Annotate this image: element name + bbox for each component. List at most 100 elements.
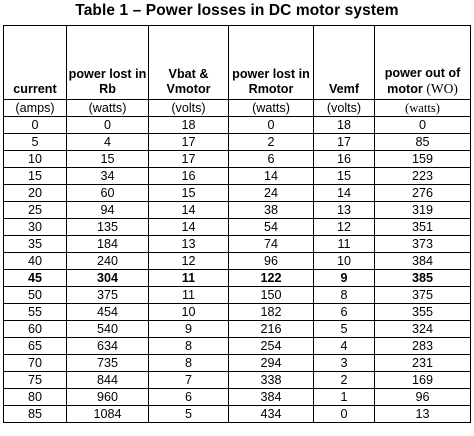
table-row: 10 15 17 6 16 159	[3, 150, 471, 168]
table-cell: 10	[3, 150, 67, 168]
table-cell: 85	[3, 405, 67, 423]
table-cell: 20	[3, 184, 67, 202]
table-cell: 15	[3, 167, 67, 185]
table-cell: 94	[66, 201, 149, 219]
column-header-power-lost-rmotor: power lost in Rmotor	[228, 25, 314, 100]
table-cell: 319	[374, 201, 471, 219]
table-cell: 223	[374, 167, 471, 185]
table-cell: 2	[228, 133, 314, 151]
table-cell: 324	[374, 320, 471, 338]
table-cell: 735	[66, 354, 149, 372]
column-header-power-out: power out of motor (WO)	[374, 25, 471, 100]
table-cell: 4	[66, 133, 149, 151]
table-row: 45 304 11 122 9 385	[3, 269, 471, 287]
table-row: 5 4 17 2 17 85	[3, 133, 471, 151]
header-row: current power lost in Rb Vbat & Vmotor p…	[3, 25, 471, 100]
table-cell: 0	[313, 405, 375, 423]
table-cell: 0	[374, 116, 471, 134]
table-cell: 9	[148, 320, 229, 338]
table-cell: 11	[148, 269, 229, 287]
table-cell: 0	[228, 116, 314, 134]
table-cell: 122	[228, 269, 314, 287]
table-cell: 373	[374, 235, 471, 253]
column-header-power-out-suffix: (WO)	[426, 81, 458, 96]
table-cell: 18	[313, 116, 375, 134]
table-cell: 240	[66, 252, 149, 270]
table-cell: 24	[228, 184, 314, 202]
table-cell: 384	[374, 252, 471, 270]
table-cell: 14	[148, 201, 229, 219]
table-cell: 13	[374, 405, 471, 423]
table-cell: 15	[66, 150, 149, 168]
table-cell: 17	[148, 133, 229, 151]
table-title: Table 1 – Power losses in DC motor syste…	[75, 2, 399, 19]
table-cell: 15	[313, 167, 375, 185]
table-cell: 13	[148, 235, 229, 253]
unit-cell: (watts)	[228, 99, 314, 117]
table-cell: 16	[148, 167, 229, 185]
table-cell: 375	[66, 286, 149, 304]
table-cell: 375	[374, 286, 471, 304]
table-row: 20 60 15 24 14 276	[3, 184, 471, 202]
table-cell: 70	[3, 354, 67, 372]
table-cell: 4	[313, 337, 375, 355]
table-row: 80 960 6 384 1 96	[3, 388, 471, 406]
table-row: 40 240 12 96 10 384	[3, 252, 471, 270]
table-cell: 45	[3, 269, 67, 287]
table-row: 30 135 14 54 12 351	[3, 218, 471, 236]
table-row: 25 94 14 38 13 319	[3, 201, 471, 219]
table-cell: 283	[374, 337, 471, 355]
table-cell: 304	[66, 269, 149, 287]
table-cell: 6	[228, 150, 314, 168]
table-cell: 50	[3, 286, 67, 304]
table-cell: 276	[374, 184, 471, 202]
table-cell: 8	[313, 286, 375, 304]
table-cell: 34	[66, 167, 149, 185]
table-cell: 150	[228, 286, 314, 304]
table-cell: 294	[228, 354, 314, 372]
table-cell: 384	[228, 388, 314, 406]
table-cell: 65	[3, 337, 67, 355]
table-cell: 75	[3, 371, 67, 389]
table-row: 65 634 8 254 4 283	[3, 337, 471, 355]
unit-cell: (watts)	[66, 99, 149, 117]
table-row: 85 1084 5 434 0 13	[3, 405, 471, 423]
table-cell: 1	[313, 388, 375, 406]
table-cell: 30	[3, 218, 67, 236]
table-row: 35 184 13 74 11 373	[3, 235, 471, 253]
table-cell: 960	[66, 388, 149, 406]
table-cell: 6	[313, 303, 375, 321]
table-cell: 10	[148, 303, 229, 321]
table-row: 70 735 8 294 3 231	[3, 354, 471, 372]
table-cell: 80	[3, 388, 67, 406]
column-header-vemf: Vemf	[313, 25, 375, 100]
table-cell: 2	[313, 371, 375, 389]
table-cell: 1084	[66, 405, 149, 423]
power-loss-table: current power lost in Rb Vbat & Vmotor p…	[3, 25, 471, 423]
table-cell: 17	[148, 150, 229, 168]
table-row: 50 375 11 150 8 375	[3, 286, 471, 304]
table-cell: 14	[313, 184, 375, 202]
table-cell: 13	[313, 201, 375, 219]
table-cell: 14	[228, 167, 314, 185]
table-row: 55 454 10 182 6 355	[3, 303, 471, 321]
table-cell: 355	[374, 303, 471, 321]
unit-cell: (amps)	[3, 99, 67, 117]
table-cell: 0	[3, 116, 67, 134]
table-cell: 40	[3, 252, 67, 270]
table-cell: 5	[3, 133, 67, 151]
unit-cell: (watts)	[374, 99, 471, 117]
table-cell: 55	[3, 303, 67, 321]
table-row: 60 540 9 216 5 324	[3, 320, 471, 338]
table-cell: 16	[313, 150, 375, 168]
table-cell: 434	[228, 405, 314, 423]
table-cell: 60	[3, 320, 67, 338]
table-cell: 96	[374, 388, 471, 406]
table-cell: 5	[148, 405, 229, 423]
table-cell: 216	[228, 320, 314, 338]
table-cell: 135	[66, 218, 149, 236]
column-header-vbat-vmotor: Vbat & Vmotor	[148, 25, 229, 100]
table-cell: 38	[228, 201, 314, 219]
table-cell: 10	[313, 252, 375, 270]
table-cell: 385	[374, 269, 471, 287]
